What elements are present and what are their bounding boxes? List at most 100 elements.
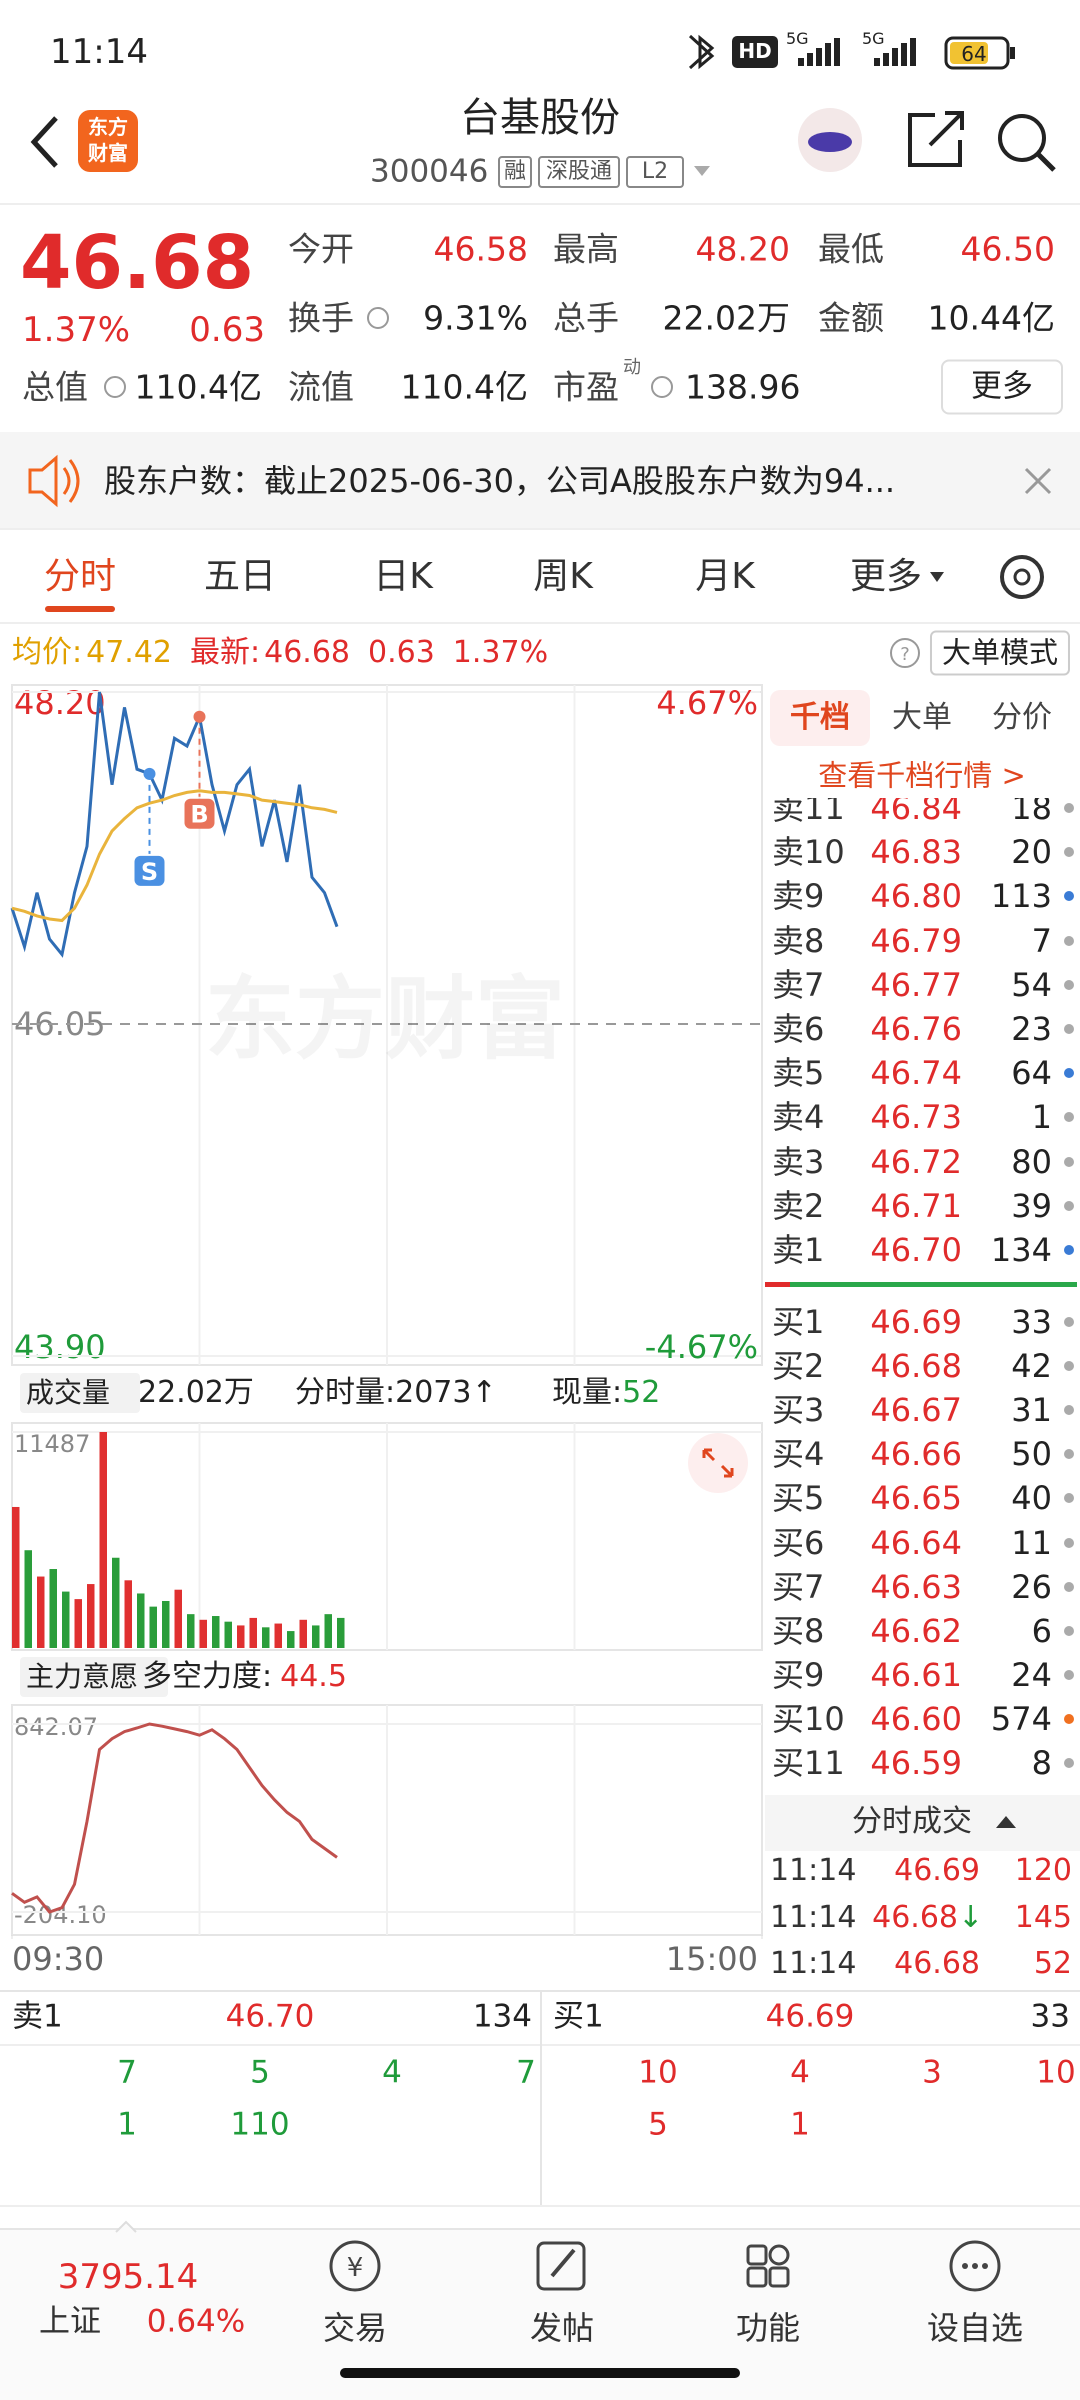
book-price: 46.79 [870,921,962,960]
book-label: 卖10 [772,833,845,872]
nav-item[interactable]: 功能 [735,2309,801,2347]
quote-label: 今开 [288,229,354,269]
nav-icon [746,2266,768,2288]
book-dot [1064,1713,1074,1724]
annotation-label: B [190,801,208,829]
book-price: 46.70 [870,1231,962,1269]
tab[interactable]: 分时 [43,556,117,597]
book-dot [1064,935,1074,946]
signal-bar [798,58,804,66]
nav-icon [329,2240,381,2292]
y-tick-label: 11487 [14,1430,90,1458]
dropdown-icon [694,166,710,176]
volume-bar [199,1619,207,1648]
book-dot [1064,1581,1074,1592]
book-tab[interactable]: 大单 [892,700,952,735]
tab[interactable]: 周K [533,556,593,597]
series-line [11,1722,338,1914]
book-label: 买1 [772,1303,825,1341]
back-button[interactable] [30,116,58,168]
signal-bar [883,53,889,66]
summary-cell: 1 [117,2106,137,2143]
book-label: 买7 [772,1567,825,1606]
volume-bar [274,1623,282,1648]
quote-value: 46.58 [433,229,528,269]
bluetooth-icon [688,34,715,70]
book-qty: 33 [1011,1303,1052,1341]
pe-superscript: 动 [623,357,641,378]
book-price: 46.60 [870,1699,962,1738]
summary-price: 46.70 [225,1998,315,2035]
book-qty: 20 [1011,833,1052,872]
badge: 融 [498,156,532,188]
index-value[interactable]: 3795.14 [57,2257,199,2297]
book-price: 46.67 [870,1391,962,1430]
trades-title: 分时成交 [852,1804,972,1839]
quote-label: 市盈 [553,367,619,407]
more-button[interactable]: 更多 [941,359,1063,415]
volume-bar [124,1580,132,1648]
summary-cell: 110 [230,2106,290,2143]
tab[interactable]: 月K [695,556,755,597]
book-qty: 113 [990,877,1052,916]
book-label: 卖11 [772,798,845,827]
battery-level: 64 [961,42,986,66]
book-dot [1064,1625,1074,1636]
book-link[interactable]: 查看千档行情 > [818,758,1026,793]
expand-button[interactable] [688,1433,748,1493]
book-price: 46.59 [870,1744,962,1782]
series-line [11,789,338,923]
index-name: 上证 [39,2303,101,2340]
nav-icon [746,2244,768,2266]
info-avg-label: 均价: [12,635,83,670]
trade-qty: 52 [1033,1946,1072,1981]
info-icon [651,376,673,398]
nav-notch [115,2220,137,2233]
help-mark: ? [900,644,910,665]
tab[interactable]: 五日 [203,556,277,597]
book-tab[interactable]: 分价 [992,700,1052,735]
trade-price: 46.69 [894,1853,980,1888]
book-dot [1064,1200,1074,1211]
volume-bar [37,1576,45,1648]
dropdown-icon [930,572,944,582]
x-tick-label: 15:00 [666,1940,758,1978]
book-qty: 8 [1031,1744,1052,1782]
hd-badge [732,36,778,68]
quote-value: 48.20 [695,229,790,269]
series-line [10,691,339,958]
divider [0,203,1080,205]
network-label: 5G [862,29,885,48]
tab[interactable]: 更多 [849,556,923,597]
book-price: 46.68 [870,1347,962,1386]
summary-cell: 4 [382,2054,402,2091]
status-time: 11:14 [50,32,148,72]
nav-item[interactable]: 设自选 [926,2309,1024,2347]
mode-button[interactable]: 大单模式 [929,630,1071,676]
tab[interactable]: 日K [373,556,433,597]
volume-total: 22.02万 [138,1375,254,1410]
close-button[interactable] [1024,467,1052,495]
nav-item[interactable]: 发帖 [529,2309,595,2347]
trade-time: 11:14 [770,1946,857,1981]
book-qty: 7 [1031,921,1052,960]
home-indicator [340,2368,740,2378]
info-last: 46.68 [264,635,350,670]
quote-value: 46.50 [960,229,1055,269]
nav-item[interactable]: 交易 [322,2309,388,2347]
divider [0,2205,1080,2207]
book-label: 卖3 [772,1142,825,1181]
book-dot [1064,1449,1074,1460]
book-tab[interactable]: 千档 [790,700,850,735]
settings-button[interactable] [1000,555,1044,599]
book-label: 卖9 [772,877,825,916]
share-button[interactable] [908,111,964,167]
book-qty: 64 [1011,1054,1052,1093]
search-button[interactable] [998,114,1046,162]
book-divider [765,1282,1077,1287]
book-label: 卖8 [772,921,825,960]
summary-label: 买1 [553,1998,604,2035]
nav-icon [768,2244,790,2266]
